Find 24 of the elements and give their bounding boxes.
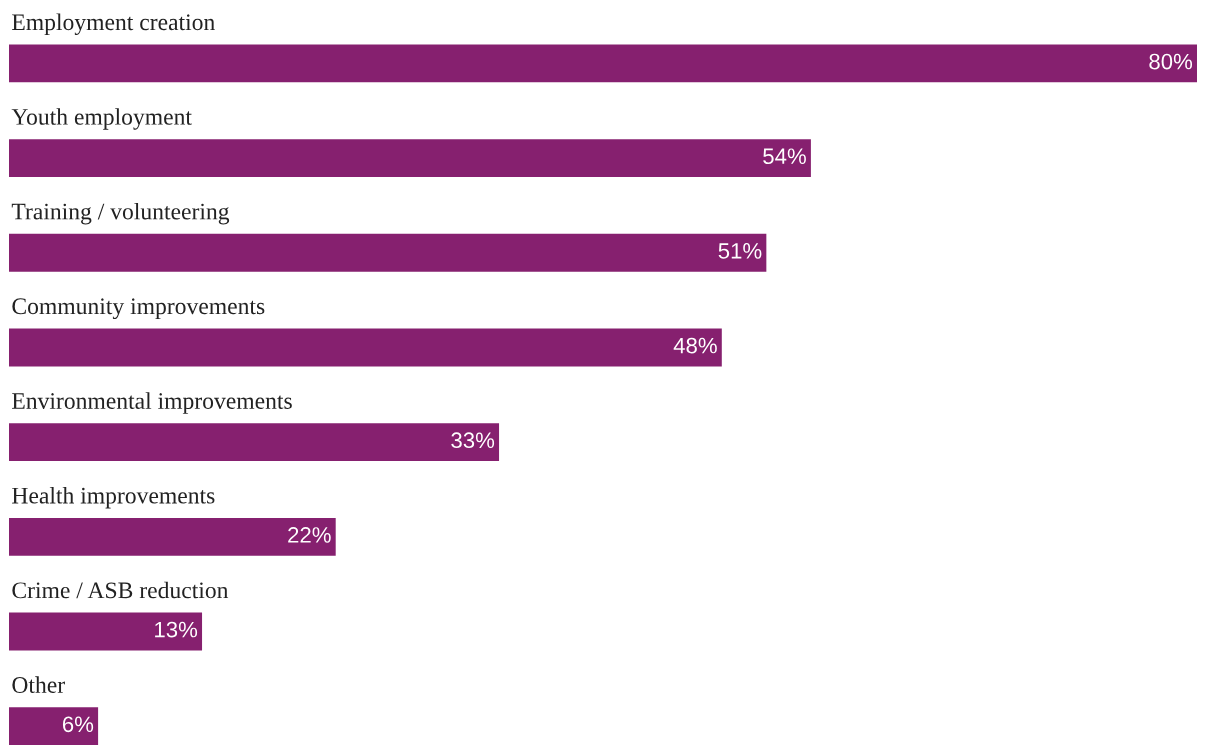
bar — [9, 233, 767, 272]
y-tick-label: Environmental improvements — [12, 392, 292, 414]
bar — [9, 139, 811, 178]
data-label: 51% — [718, 243, 762, 259]
y-tick-label: Community improvements — [12, 298, 265, 320]
y-tick-label: Training / volunteering — [11, 202, 230, 225]
y-tick-label: Crime / ASB reduction — [12, 581, 229, 599]
data-label: 80% — [1149, 53, 1193, 70]
bar — [9, 44, 1197, 83]
bar — [9, 328, 722, 367]
bar — [9, 707, 99, 746]
bar — [9, 612, 203, 651]
y-tick-label: Employment creation — [12, 13, 215, 36]
data-label: 33% — [451, 432, 495, 449]
data-label: 54% — [763, 148, 806, 165]
data-label: 13% — [155, 621, 198, 638]
data-label: 6% — [62, 716, 94, 733]
bar — [9, 423, 500, 462]
data-label: 48% — [673, 337, 717, 354]
bar — [9, 517, 336, 556]
y-tick-label: Youth employment — [11, 108, 192, 130]
data-label: 22% — [288, 527, 331, 543]
y-tick-label: Other — [12, 676, 65, 693]
y-tick-label: Health improvements — [12, 487, 215, 509]
